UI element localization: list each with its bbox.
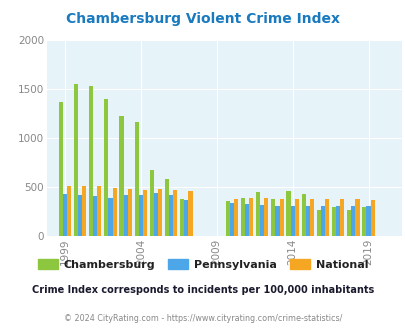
Bar <box>229 203 233 236</box>
Bar <box>143 190 147 236</box>
Bar <box>331 208 335 236</box>
Bar <box>67 186 71 236</box>
Bar <box>59 102 63 236</box>
Legend: Chambersburg, Pennsylvania, National: Chambersburg, Pennsylvania, National <box>33 255 372 274</box>
Bar <box>264 198 268 236</box>
Bar <box>316 210 320 236</box>
Bar <box>294 199 298 236</box>
Bar <box>275 206 279 236</box>
Bar <box>256 192 260 236</box>
Text: © 2024 CityRating.com - https://www.cityrating.com/crime-statistics/: © 2024 CityRating.com - https://www.city… <box>64 314 341 323</box>
Bar <box>240 198 245 236</box>
Bar <box>249 198 253 236</box>
Bar <box>354 199 358 236</box>
Bar <box>153 193 158 236</box>
Bar <box>366 206 370 236</box>
Bar <box>370 200 374 236</box>
Bar <box>127 189 132 236</box>
Bar <box>335 207 339 236</box>
Bar <box>180 199 184 236</box>
Bar <box>350 207 354 236</box>
Bar <box>74 84 78 236</box>
Bar <box>82 186 86 236</box>
Bar <box>93 196 97 236</box>
Text: Chambersburg Violent Crime Index: Chambersburg Violent Crime Index <box>66 12 339 25</box>
Bar <box>245 204 249 236</box>
Bar <box>271 199 275 236</box>
Bar <box>339 199 343 236</box>
Bar <box>119 116 123 236</box>
Bar <box>123 195 127 236</box>
Bar <box>309 199 313 236</box>
Bar <box>301 194 305 236</box>
Bar <box>346 210 350 236</box>
Bar <box>89 86 93 236</box>
Bar <box>139 195 143 236</box>
Bar <box>305 206 309 236</box>
Bar <box>104 99 108 236</box>
Bar <box>164 179 169 236</box>
Bar <box>149 170 153 236</box>
Bar <box>108 198 112 236</box>
Bar <box>279 199 283 236</box>
Bar <box>134 122 139 236</box>
Bar <box>188 191 192 236</box>
Bar <box>286 191 290 236</box>
Bar <box>78 195 82 236</box>
Bar <box>362 207 366 236</box>
Bar <box>225 201 229 236</box>
Bar <box>97 186 101 236</box>
Bar <box>233 199 237 236</box>
Bar <box>320 207 324 236</box>
Bar <box>173 190 177 236</box>
Bar <box>169 195 173 236</box>
Bar <box>290 206 294 236</box>
Bar <box>260 205 264 236</box>
Bar <box>324 199 328 236</box>
Text: Crime Index corresponds to incidents per 100,000 inhabitants: Crime Index corresponds to incidents per… <box>32 285 373 295</box>
Bar <box>158 189 162 236</box>
Bar <box>112 188 116 236</box>
Bar <box>184 200 188 236</box>
Bar <box>63 194 67 236</box>
